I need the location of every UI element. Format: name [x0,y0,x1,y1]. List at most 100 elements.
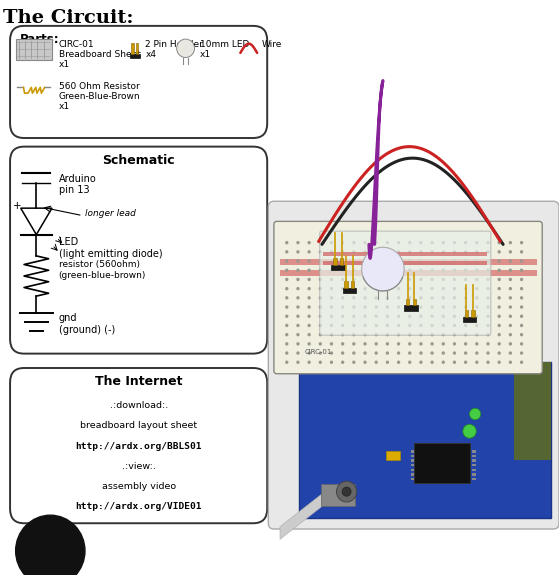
Circle shape [486,351,490,355]
Text: Schematic: Schematic [102,154,175,167]
Circle shape [464,351,467,355]
Circle shape [430,287,434,290]
Circle shape [442,351,445,355]
Circle shape [464,361,467,364]
Circle shape [442,324,445,327]
Text: CIRC-01: CIRC-01 [305,348,332,355]
Circle shape [419,241,423,244]
Text: 10mm LED
x1: 10mm LED x1 [200,40,249,59]
Circle shape [453,324,456,327]
Circle shape [486,305,490,309]
Circle shape [475,315,479,318]
Circle shape [386,241,389,244]
Circle shape [362,247,404,291]
Circle shape [341,259,344,263]
Circle shape [352,296,356,300]
Circle shape [430,259,434,263]
Circle shape [419,324,423,327]
Circle shape [375,259,378,263]
Circle shape [319,361,322,364]
Circle shape [296,342,300,346]
Circle shape [363,361,367,364]
Circle shape [330,250,333,254]
Circle shape [408,287,411,290]
Circle shape [363,287,367,290]
Circle shape [397,342,400,346]
Circle shape [397,305,400,309]
Circle shape [330,324,333,327]
Circle shape [319,250,322,254]
Circle shape [470,408,481,420]
Circle shape [363,324,367,327]
Circle shape [419,361,423,364]
FancyBboxPatch shape [320,231,491,335]
Circle shape [419,250,423,254]
Circle shape [307,278,311,281]
Circle shape [341,324,344,327]
Circle shape [419,342,423,346]
Circle shape [509,296,512,300]
Circle shape [520,351,523,355]
Circle shape [408,324,411,327]
Circle shape [375,269,378,272]
Circle shape [330,278,333,281]
FancyBboxPatch shape [16,39,52,60]
Polygon shape [514,362,551,460]
Circle shape [386,259,389,263]
Bar [404,305,418,310]
Circle shape [442,241,445,244]
Circle shape [453,361,456,364]
Text: resistor (560ohm)
(green-blue-brown): resistor (560ohm) (green-blue-brown) [59,260,146,280]
Text: CIRC-01
Breadboard Sheet
x1: CIRC-01 Breadboard Sheet x1 [59,40,140,70]
Circle shape [520,269,523,272]
Circle shape [363,269,367,272]
Bar [472,473,476,476]
Text: http://ardx.org/VIDE01: http://ardx.org/VIDE01 [75,502,202,511]
Circle shape [442,305,445,309]
Bar [472,459,476,462]
Circle shape [352,278,356,281]
Text: 560 Ohm Resistor
Green-Blue-Brown
x1: 560 Ohm Resistor Green-Blue-Brown x1 [59,82,140,112]
Circle shape [498,278,501,281]
Bar [411,459,414,462]
Circle shape [486,278,490,281]
Text: assembly video: assembly video [102,482,176,491]
Circle shape [430,342,434,346]
Circle shape [475,305,479,309]
Bar [340,258,343,265]
Circle shape [296,305,300,309]
Bar [323,252,487,256]
Circle shape [408,259,411,263]
Circle shape [453,269,456,272]
Circle shape [397,361,400,364]
Circle shape [509,259,512,263]
Circle shape [520,241,523,244]
Circle shape [296,269,300,272]
Text: gnd
(ground) (-): gnd (ground) (-) [59,313,115,335]
Circle shape [453,333,456,336]
FancyBboxPatch shape [10,147,267,354]
Circle shape [307,305,311,309]
Circle shape [352,324,356,327]
Circle shape [430,241,434,244]
Circle shape [475,278,479,281]
Circle shape [319,287,322,290]
Circle shape [307,241,311,244]
Circle shape [319,324,322,327]
Bar [465,310,468,317]
Circle shape [520,305,523,309]
Circle shape [285,269,288,272]
Circle shape [486,324,490,327]
Circle shape [486,361,490,364]
Circle shape [419,305,423,309]
Circle shape [285,351,288,355]
Circle shape [430,296,434,300]
Circle shape [352,287,356,290]
Circle shape [509,315,512,318]
Circle shape [486,287,490,290]
Circle shape [442,287,445,290]
Circle shape [319,296,322,300]
Circle shape [386,278,389,281]
Circle shape [375,287,378,290]
FancyBboxPatch shape [268,201,559,529]
